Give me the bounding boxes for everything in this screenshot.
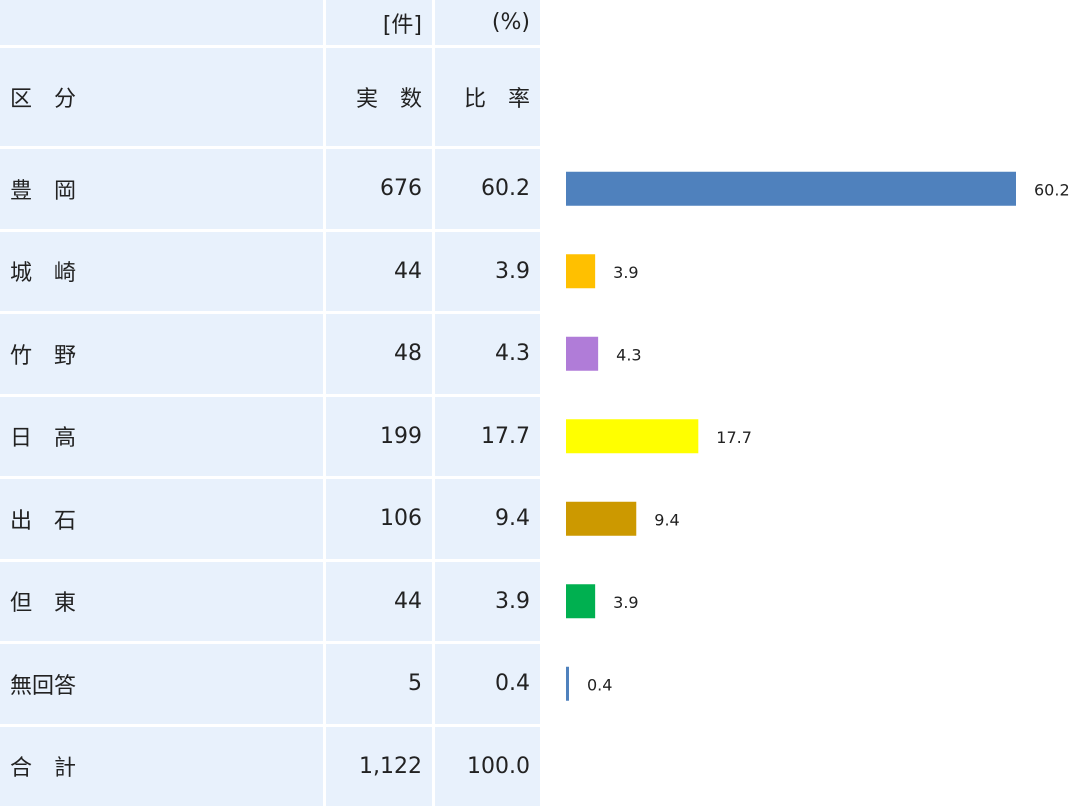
bar-label: 9.4 <box>654 510 679 529</box>
table-cell: 合 計 <box>0 727 323 806</box>
table-cell: 5 <box>326 644 432 724</box>
table-cell: 9.4 <box>435 479 540 559</box>
table-cell: 比 率 <box>435 48 540 146</box>
table-cell: 0.4 <box>435 644 540 724</box>
table-cell: 106 <box>326 479 432 559</box>
bar <box>566 667 569 701</box>
bar <box>566 502 636 536</box>
table-cell: 199 <box>326 397 432 477</box>
table-cell: 44 <box>326 562 432 642</box>
table-cell: 城 崎 <box>0 232 323 312</box>
table-cell: (%) <box>435 0 540 45</box>
bar-label: 0.4 <box>587 675 612 694</box>
table-cell: [件] <box>326 0 432 45</box>
table-cell: 出 石 <box>0 479 323 559</box>
table-cell: 44 <box>326 232 432 312</box>
table-cell: 日 高 <box>0 397 323 477</box>
bar <box>566 254 595 288</box>
table-cell: 但 東 <box>0 562 323 642</box>
bar-label: 4.3 <box>616 345 641 364</box>
table-cell: 60.2 <box>435 149 540 229</box>
table-cell: 豊 岡 <box>0 149 323 229</box>
table-cell: 4.3 <box>435 314 540 394</box>
table-cell: 48 <box>326 314 432 394</box>
table-cell <box>0 0 323 45</box>
table-cell: 17.7 <box>435 397 540 477</box>
bar <box>566 337 598 371</box>
table-cell: 1,122 <box>326 727 432 806</box>
table-cell: 実 数 <box>326 48 432 146</box>
bar <box>566 172 1016 206</box>
bar <box>566 584 595 618</box>
table-cell: 3.9 <box>435 232 540 312</box>
table-cell: 無回答 <box>0 644 323 724</box>
table-cell: 100.0 <box>435 727 540 806</box>
bar <box>566 419 698 453</box>
table-cell: 竹 野 <box>0 314 323 394</box>
bar-label: 3.9 <box>613 263 638 282</box>
bar-label: 17.7 <box>716 428 752 447</box>
table-cell: 区 分 <box>0 48 323 146</box>
bar-label: 3.9 <box>613 593 638 612</box>
bar-label: 60.2 <box>1034 180 1070 199</box>
table-cell: 676 <box>326 149 432 229</box>
table-cell: 3.9 <box>435 562 540 642</box>
